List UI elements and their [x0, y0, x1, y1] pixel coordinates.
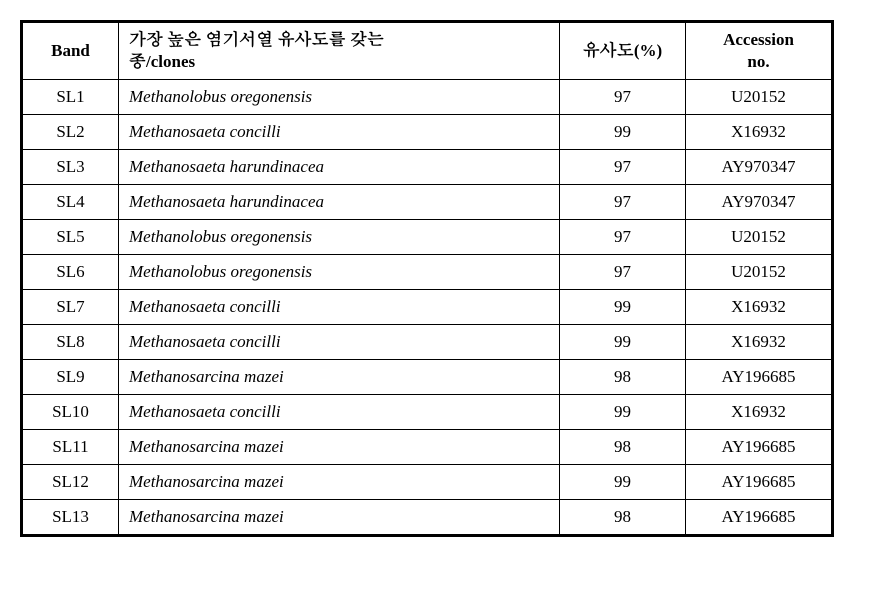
cell-similarity: 99 — [560, 325, 686, 360]
cell-band: SL3 — [23, 150, 119, 185]
header-band: Band — [23, 23, 119, 80]
cell-accession: X16932 — [686, 325, 832, 360]
cell-similarity: 98 — [560, 500, 686, 535]
cell-species: Methanosaeta concilli — [119, 325, 560, 360]
table-row: SL2Methanosaeta concilli99X16932 — [23, 115, 832, 150]
header-species: 가장 높은 염기서열 유사도를 갖는종/clones — [119, 23, 560, 80]
table-row: SL6Methanolobus oregonensis97U20152 — [23, 255, 832, 290]
table-row: SL5Methanolobus oregonensis97U20152 — [23, 220, 832, 255]
table-row: SL4Methanosaeta harundinacea97AY970347 — [23, 185, 832, 220]
cell-accession: AY970347 — [686, 185, 832, 220]
cell-accession: AY196685 — [686, 430, 832, 465]
table-header: Band 가장 높은 염기서열 유사도를 갖는종/clones 유사도(%) A… — [23, 23, 832, 80]
cell-species: Methanosarcina mazei — [119, 430, 560, 465]
cell-accession: X16932 — [686, 115, 832, 150]
cell-species: Methanosaeta concilli — [119, 290, 560, 325]
cell-species: Methanolobus oregonensis — [119, 80, 560, 115]
table-body: SL1Methanolobus oregonensis97U20152SL2Me… — [23, 80, 832, 535]
cell-similarity: 99 — [560, 395, 686, 430]
table-row: SL11Methanosarcina mazei98AY196685 — [23, 430, 832, 465]
cell-band: SL6 — [23, 255, 119, 290]
cell-band: SL12 — [23, 465, 119, 500]
table-row: SL1Methanolobus oregonensis97U20152 — [23, 80, 832, 115]
cell-band: SL10 — [23, 395, 119, 430]
cell-species: Methanolobus oregonensis — [119, 255, 560, 290]
cell-species: Methanosaeta concilli — [119, 395, 560, 430]
cell-band: SL7 — [23, 290, 119, 325]
cell-similarity: 98 — [560, 360, 686, 395]
cell-accession: AY970347 — [686, 150, 832, 185]
cell-band: SL1 — [23, 80, 119, 115]
cell-species: Methanosaeta concilli — [119, 115, 560, 150]
cell-species: Methanosarcina mazei — [119, 500, 560, 535]
cell-band: SL8 — [23, 325, 119, 360]
cell-similarity: 99 — [560, 115, 686, 150]
cell-similarity: 97 — [560, 150, 686, 185]
table-row: SL7Methanosaeta concilli99X16932 — [23, 290, 832, 325]
sequence-table: Band 가장 높은 염기서열 유사도를 갖는종/clones 유사도(%) A… — [22, 22, 832, 535]
cell-accession: AY196685 — [686, 500, 832, 535]
table-row: SL9Methanosarcina mazei98AY196685 — [23, 360, 832, 395]
cell-accession: U20152 — [686, 220, 832, 255]
header-row: Band 가장 높은 염기서열 유사도를 갖는종/clones 유사도(%) A… — [23, 23, 832, 80]
cell-similarity: 99 — [560, 290, 686, 325]
cell-species: Methanolobus oregonensis — [119, 220, 560, 255]
cell-band: SL13 — [23, 500, 119, 535]
cell-similarity: 99 — [560, 465, 686, 500]
cell-accession: U20152 — [686, 255, 832, 290]
cell-similarity: 97 — [560, 220, 686, 255]
cell-similarity: 97 — [560, 185, 686, 220]
cell-band: SL2 — [23, 115, 119, 150]
table-row: SL13Methanosarcina mazei98AY196685 — [23, 500, 832, 535]
table-row: SL10Methanosaeta concilli99X16932 — [23, 395, 832, 430]
table-row: SL8Methanosaeta concilli99X16932 — [23, 325, 832, 360]
cell-species: Methanosaeta harundinacea — [119, 185, 560, 220]
cell-species: Methanosarcina mazei — [119, 465, 560, 500]
cell-accession: X16932 — [686, 290, 832, 325]
cell-similarity: 97 — [560, 80, 686, 115]
table-row: SL3Methanosaeta harundinacea97AY970347 — [23, 150, 832, 185]
cell-accession: AY196685 — [686, 465, 832, 500]
cell-accession: AY196685 — [686, 360, 832, 395]
cell-band: SL4 — [23, 185, 119, 220]
cell-accession: X16932 — [686, 395, 832, 430]
header-accession: Accessionno. — [686, 23, 832, 80]
cell-band: SL5 — [23, 220, 119, 255]
cell-accession: U20152 — [686, 80, 832, 115]
cell-species: Methanosaeta harundinacea — [119, 150, 560, 185]
cell-similarity: 98 — [560, 430, 686, 465]
header-similarity: 유사도(%) — [560, 23, 686, 80]
sequence-table-container: Band 가장 높은 염기서열 유사도를 갖는종/clones 유사도(%) A… — [20, 20, 834, 537]
cell-band: SL9 — [23, 360, 119, 395]
cell-species: Methanosarcina mazei — [119, 360, 560, 395]
cell-band: SL11 — [23, 430, 119, 465]
cell-similarity: 97 — [560, 255, 686, 290]
table-row: SL12Methanosarcina mazei99AY196685 — [23, 465, 832, 500]
